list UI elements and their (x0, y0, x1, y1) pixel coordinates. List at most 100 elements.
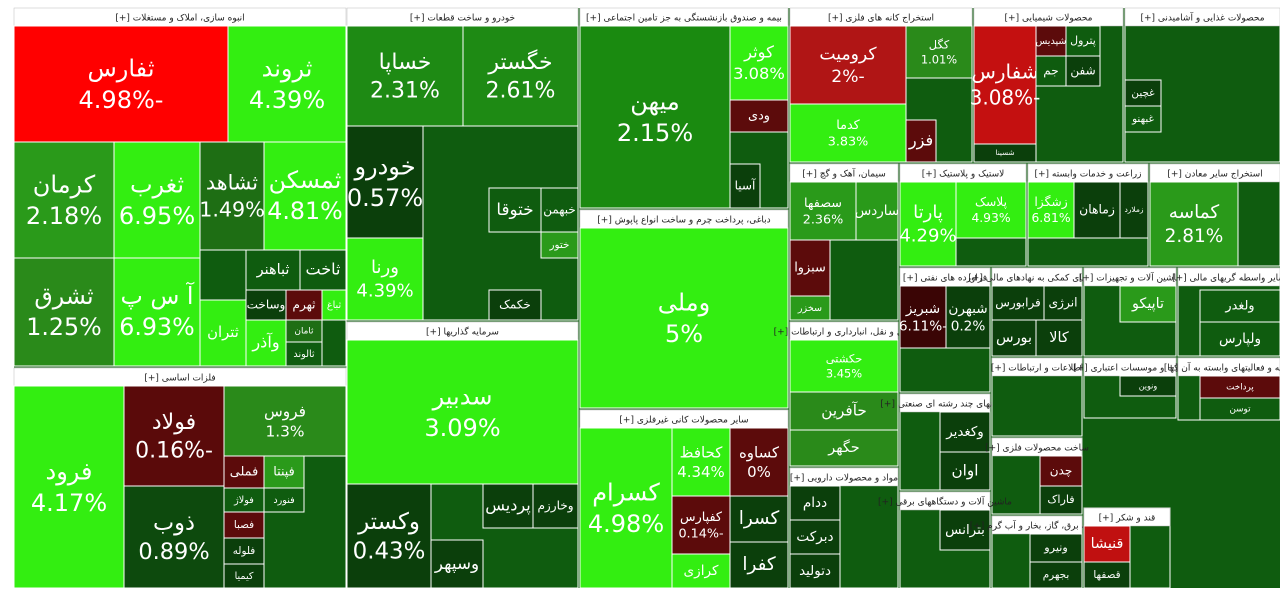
sector-title[interactable]: انبوه سازی، املاک و مستغلات [+] (115, 13, 244, 24)
sector-header[interactable] (991, 437, 1083, 457)
sector-title[interactable]: بانکها و موسسات اعتباری [+] (1073, 364, 1187, 374)
stock-tile[interactable] (346, 25, 464, 127)
stock-tile[interactable] (13, 141, 115, 259)
sector-title[interactable]: خودرو و ساخت قطعات [+] (410, 14, 515, 24)
stock-tile[interactable] (789, 485, 841, 521)
stock-tile[interactable] (113, 257, 201, 367)
sector-title[interactable]: اطلاعات و ارتباطات [+] (991, 364, 1083, 374)
stock-tile[interactable] (123, 385, 225, 487)
stock-tile[interactable] (1149, 181, 1239, 267)
stock-tile[interactable] (1029, 533, 1083, 563)
stock-tile[interactable] (729, 99, 789, 133)
stock-tile[interactable] (540, 187, 579, 233)
sector-title[interactable]: استخراج سایر معادن [+] (1167, 170, 1262, 180)
stock-tile[interactable] (123, 485, 225, 589)
stock-tile[interactable] (1124, 79, 1162, 107)
sector-header[interactable] (1124, 7, 1280, 27)
sector-title[interactable]: محصولات غذایی و آشامیدنی [+] (1140, 12, 1264, 24)
stock-tile[interactable] (1039, 485, 1083, 515)
stock-tile[interactable] (199, 299, 247, 367)
stock-tile[interactable] (1124, 105, 1162, 133)
stock-tile[interactable] (579, 227, 789, 409)
sector-title[interactable]: ساخت محصولات فلزی [+] (985, 444, 1089, 454)
stock-tile[interactable] (789, 25, 907, 105)
sector-title[interactable]: لاستیک و پلاستیک [+] (922, 170, 1005, 180)
stock-tile[interactable] (789, 239, 831, 297)
sector-title[interactable]: سایر واسطه گریهای مالی [+] (1172, 272, 1280, 284)
stock-tile[interactable] (285, 341, 323, 367)
stock-tile[interactable] (579, 25, 731, 209)
sector-title[interactable]: محصولات شیمیایی [+] (1005, 14, 1093, 24)
stock-tile[interactable] (939, 509, 991, 551)
stock-tile[interactable] (346, 339, 579, 485)
sector-title[interactable]: حمل و نقل، انبارداری و ارتباطات [+] (774, 328, 915, 338)
stock-tile[interactable] (1035, 319, 1083, 357)
stock-tile[interactable] (973, 143, 1037, 163)
sector-title[interactable]: سرمایه گذاریها [+] (426, 326, 499, 338)
sector-title[interactable]: رایانه و فعالیتهای وابسته به آن [+] (1164, 362, 1280, 374)
stock-tile[interactable] (1083, 561, 1131, 589)
sector-title[interactable]: ماشین آلات و تجهیزات [+] (1079, 272, 1181, 284)
stock-tile[interactable] (532, 483, 579, 529)
stock-tile[interactable] (482, 483, 534, 529)
stock-tile[interactable] (1199, 289, 1280, 323)
stock-tile[interactable] (899, 181, 957, 267)
sector-title[interactable]: دباغی، پرداخت چرم و ساخت انواع پاپوش [+] (597, 216, 770, 226)
stock-tile[interactable] (1119, 285, 1177, 323)
stock-tile[interactable] (789, 339, 899, 393)
stock-tile[interactable] (346, 125, 424, 239)
stock-tile[interactable] (1029, 561, 1083, 589)
stock-tile[interactable] (263, 455, 305, 489)
sector-title[interactable]: سیمان، آهک و گچ [+] (802, 168, 885, 180)
stock-tile[interactable] (113, 141, 201, 259)
stock-tile[interactable] (729, 495, 789, 543)
stock-tile[interactable] (1199, 321, 1280, 357)
stock-tile[interactable] (1119, 181, 1149, 239)
stock-tile[interactable] (789, 181, 857, 241)
sector-title[interactable]: ماشین آلات و دستگاههای برقی [+] (878, 496, 1012, 508)
stock-tile[interactable] (263, 487, 305, 513)
stock-tile[interactable] (1073, 181, 1121, 239)
stock-tile[interactable] (13, 385, 125, 589)
stock-tile[interactable] (13, 257, 115, 367)
stock-tile[interactable] (1065, 55, 1101, 87)
stock-tile[interactable] (227, 25, 347, 143)
stock-tile[interactable] (1027, 181, 1075, 239)
stock-tile[interactable] (789, 295, 831, 321)
stock-tile[interactable] (1083, 525, 1131, 563)
sector-title[interactable]: فراورده های نفتی [+] (903, 274, 987, 284)
stock-tile[interactable] (223, 537, 265, 565)
stock-tile[interactable] (905, 119, 937, 163)
sector-title[interactable]: عرضه برق، گاز، بخار و آب گرم [+] (970, 520, 1105, 532)
stock-tile[interactable] (1199, 397, 1280, 421)
stock-tile[interactable] (905, 25, 973, 79)
stock-tile[interactable] (321, 289, 347, 321)
stock-tile[interactable] (991, 319, 1037, 357)
sector-title[interactable]: زراعت و خدمات وابسته [+] (1035, 170, 1142, 180)
stock-tile[interactable] (488, 187, 542, 233)
sector-title[interactable]: مواد و محصولات دارویی [+] (790, 474, 898, 484)
stock-tile[interactable] (1035, 25, 1067, 57)
stock-tile[interactable] (430, 539, 484, 589)
stock-tile[interactable] (223, 385, 347, 457)
stock-tile[interactable] (945, 285, 991, 349)
sector-title[interactable]: فلزات اساسی [+] (144, 374, 215, 384)
stock-tile[interactable] (199, 141, 265, 251)
sector-title[interactable]: استخراج کانه های فلزی [+] (828, 14, 934, 24)
stock-tile[interactable] (899, 285, 947, 349)
stock-tile[interactable] (540, 231, 579, 259)
stock-tile[interactable] (939, 451, 991, 491)
stock-tile[interactable] (789, 103, 907, 163)
stock-tile[interactable] (789, 429, 899, 467)
stock-tile[interactable] (462, 25, 579, 127)
sector-title[interactable]: فعالیتهای کمکی به نهادهای مالی [+] (968, 274, 1105, 284)
stock-tile[interactable] (346, 483, 432, 589)
stock-tile[interactable] (955, 181, 1027, 239)
stock-tile[interactable] (789, 553, 841, 589)
sector-title[interactable]: سایر محصولات کانی غیرفلزی [+] (619, 416, 748, 426)
stock-tile[interactable] (245, 319, 287, 367)
stock-tile[interactable] (488, 289, 542, 321)
stock-tile[interactable] (13, 25, 229, 143)
sector-title[interactable]: بیمه و صندوق بازنشستگی به جز تامین اجتما… (586, 12, 782, 24)
sector-title[interactable]: قند و شکر [+] (1099, 514, 1156, 524)
